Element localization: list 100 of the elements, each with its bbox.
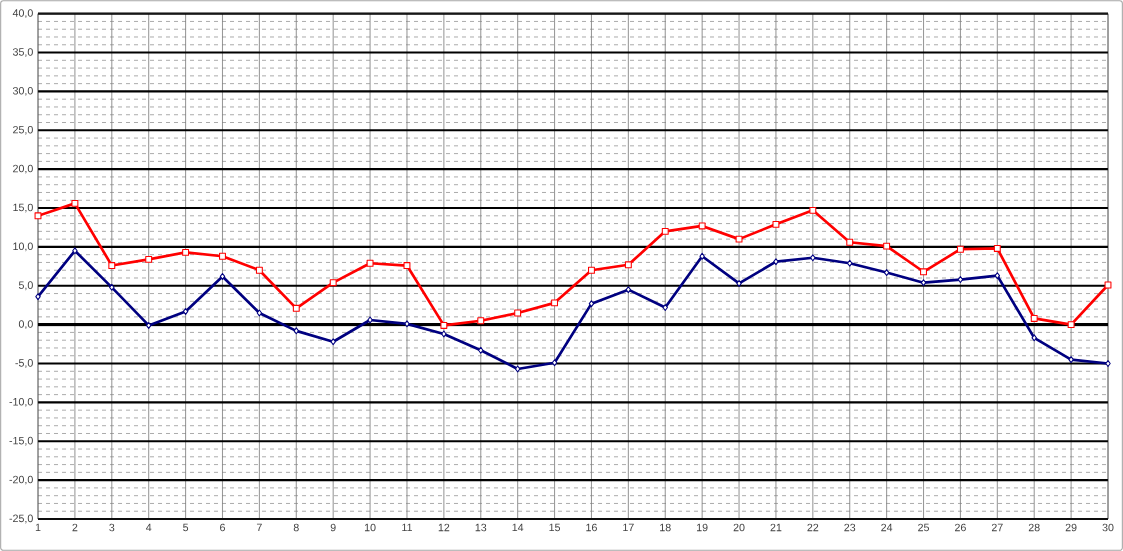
point xyxy=(35,293,41,301)
point xyxy=(109,283,115,291)
x-tick-label: 6 xyxy=(220,523,225,532)
y-tick-label: -25,0 xyxy=(9,514,33,524)
point xyxy=(736,279,742,287)
point xyxy=(993,244,1001,252)
y-tick-label: -5,0 xyxy=(15,359,33,368)
point xyxy=(846,238,854,246)
point xyxy=(72,247,78,255)
y-tick-label: 40,0 xyxy=(12,9,33,19)
point xyxy=(255,266,263,274)
x-tick-label: 30 xyxy=(1102,523,1114,532)
point xyxy=(1067,321,1075,329)
x-tick-label: 19 xyxy=(697,523,708,532)
point xyxy=(956,245,964,253)
point xyxy=(587,266,595,274)
x-tick-label: 29 xyxy=(1065,523,1077,532)
x-tick-label: 12 xyxy=(438,523,450,532)
y-tick-label: 5,0 xyxy=(18,281,33,291)
point xyxy=(551,359,558,367)
point xyxy=(292,304,300,312)
point xyxy=(920,279,927,287)
x-tick-label: 11 xyxy=(402,523,412,532)
point xyxy=(773,258,779,266)
x-tick-label: 1 xyxy=(35,523,41,532)
x-tick-label: 13 xyxy=(475,523,487,532)
point xyxy=(699,252,705,260)
point xyxy=(219,252,226,260)
y-tick-label: 15,0 xyxy=(13,203,33,213)
point xyxy=(920,268,927,276)
y-tick-label: 30,0 xyxy=(12,87,33,96)
x-tick-label: 20 xyxy=(733,523,745,532)
point xyxy=(256,309,263,317)
x-tick-label: 7 xyxy=(256,523,262,532)
x-tick-label: 14 xyxy=(512,523,524,532)
point xyxy=(809,206,817,214)
point xyxy=(994,272,1001,280)
x-tick-label: 5 xyxy=(183,523,189,532)
point xyxy=(366,259,374,267)
point xyxy=(478,346,484,354)
x-tick-label: 27 xyxy=(991,523,1003,532)
x-tick-label: 23 xyxy=(844,523,856,532)
point xyxy=(514,309,522,317)
point xyxy=(403,262,411,270)
point xyxy=(329,279,337,287)
point xyxy=(440,321,448,329)
point xyxy=(662,304,668,312)
point xyxy=(810,254,816,262)
x-tick-label: 10 xyxy=(364,523,376,532)
point xyxy=(219,272,226,280)
point xyxy=(735,235,743,243)
y-tick-label: -10,0 xyxy=(9,397,33,407)
point xyxy=(883,242,891,250)
y-tick-label: 10,0 xyxy=(13,242,33,252)
point xyxy=(1031,334,1037,342)
point xyxy=(145,321,152,329)
point xyxy=(661,227,669,235)
y-tick-label: 35,0 xyxy=(12,48,33,57)
x-tick-label: 26 xyxy=(955,523,966,532)
y-tick-label: 0,0 xyxy=(18,320,33,330)
point xyxy=(625,286,632,294)
point xyxy=(957,276,964,284)
point xyxy=(698,222,706,230)
x-tick-label: 2 xyxy=(72,523,78,532)
x-tick-label: 22 xyxy=(807,523,819,532)
point xyxy=(367,316,373,324)
point xyxy=(477,317,485,325)
x-tick-label: 25 xyxy=(918,523,929,532)
x-tick-label: 18 xyxy=(660,523,671,532)
point xyxy=(108,262,116,270)
point xyxy=(1030,314,1038,322)
y-tick-label: 25,0 xyxy=(13,125,33,135)
y-tick-label: -15,0 xyxy=(9,436,33,446)
x-tick-label: 24 xyxy=(881,523,893,532)
point xyxy=(846,259,853,267)
point xyxy=(34,212,42,220)
x-tick-label: 17 xyxy=(623,523,634,532)
point xyxy=(624,261,632,269)
point xyxy=(1068,356,1074,364)
x-tick-label: 8 xyxy=(293,523,299,532)
point xyxy=(441,330,447,338)
point xyxy=(883,269,890,277)
x-tick-label: 21 xyxy=(770,523,782,532)
x-tick-label: 15 xyxy=(549,523,561,532)
point xyxy=(1105,360,1111,367)
x-tick-label: 9 xyxy=(330,523,336,532)
point xyxy=(514,365,521,373)
point xyxy=(330,338,336,346)
x-tick-label: 4 xyxy=(145,523,152,532)
point xyxy=(293,327,300,335)
point xyxy=(71,199,79,207)
point xyxy=(182,307,189,315)
x-tick-label: 3 xyxy=(109,523,115,532)
point xyxy=(182,248,190,256)
y-tick-label: -20,0 xyxy=(9,475,33,485)
point xyxy=(588,300,595,308)
point xyxy=(1104,281,1112,289)
point xyxy=(772,220,780,228)
x-tick-label: 28 xyxy=(1028,523,1040,532)
point xyxy=(404,320,410,328)
